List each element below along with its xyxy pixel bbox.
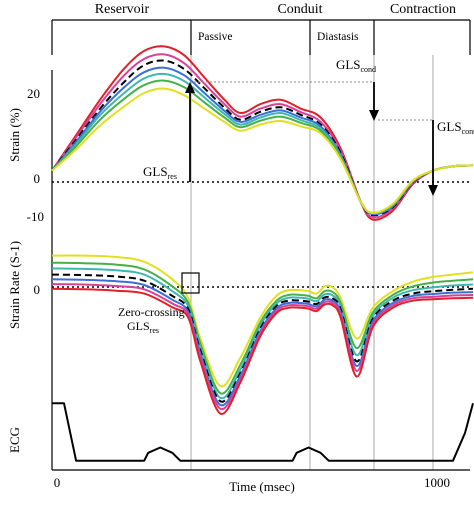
gls-cond-label: GLScond — [336, 57, 376, 74]
gls-cont-sub: cont — [462, 127, 474, 136]
strain_rate-series-3 — [51, 273, 474, 403]
phase-label-conduit: Conduit — [277, 2, 322, 17]
strain-curves — [51, 45, 474, 221]
strain_rate-series-4 — [51, 278, 474, 407]
zero-crossing-box — [181, 272, 200, 294]
gls-cond-arrow — [369, 82, 379, 121]
xlabel: Time (msec) — [229, 479, 295, 494]
gls-res-label: GLSres — [143, 164, 177, 181]
strain-series-2 — [51, 59, 474, 217]
phase-label-passive: Passive — [198, 31, 233, 43]
phase-brackets — [51, 19, 471, 55]
strain-series-3 — [51, 66, 474, 216]
strain-rate-ylabel: Strain Rate (S-1) — [7, 241, 22, 329]
phase-label-contraction: Contraction — [390, 2, 456, 17]
xtick-1000: 1000 — [424, 475, 450, 490]
strain_rate-series-5 — [51, 283, 474, 411]
zero-crossing-line1: Zero-crossing — [118, 305, 185, 319]
zero-crossing-sub: res — [150, 326, 159, 335]
strain-ylabel: Strain (%) — [7, 108, 22, 162]
ecg-series-0 — [52, 402, 474, 462]
gls-res-base: GLS — [143, 164, 168, 179]
gls-res-sub: res — [168, 172, 177, 181]
ecg-curves — [52, 402, 474, 462]
strain-series-6 — [51, 87, 474, 214]
strain_rate-series-2 — [51, 267, 474, 400]
zero-crossing-line2: GLSres — [127, 319, 159, 335]
strain_rate-series-0 — [51, 254, 474, 388]
gls-cond-sub: cond — [361, 65, 377, 74]
strain-series-0 — [51, 45, 474, 221]
strain-ytick-20: 20 — [27, 86, 40, 101]
gls-cont-arrow — [428, 120, 438, 196]
gls-cont-label: GLScont — [437, 119, 474, 136]
strain_rate-series-6 — [51, 287, 474, 415]
xtick-0: 0 — [54, 475, 61, 490]
strain-rate-ytick-0: 0 — [34, 282, 41, 297]
zero-crossing-base: GLS — [127, 319, 150, 333]
strain_rate-series-1 — [51, 261, 474, 395]
gls-cond-base: GLS — [336, 57, 361, 72]
gls-res-arrow — [185, 82, 195, 182]
strain-ytick-0: 0 — [34, 171, 41, 186]
strain-ytick-minus10: -10 — [27, 209, 44, 224]
strain-rate-curves — [51, 254, 474, 415]
phase-label-diastasis: Diastasis — [317, 31, 359, 43]
ecg-ylabel: ECG — [7, 427, 22, 453]
gls-cont-base: GLS — [437, 119, 462, 134]
phase-label-reservoir: Reservoir — [95, 2, 150, 17]
